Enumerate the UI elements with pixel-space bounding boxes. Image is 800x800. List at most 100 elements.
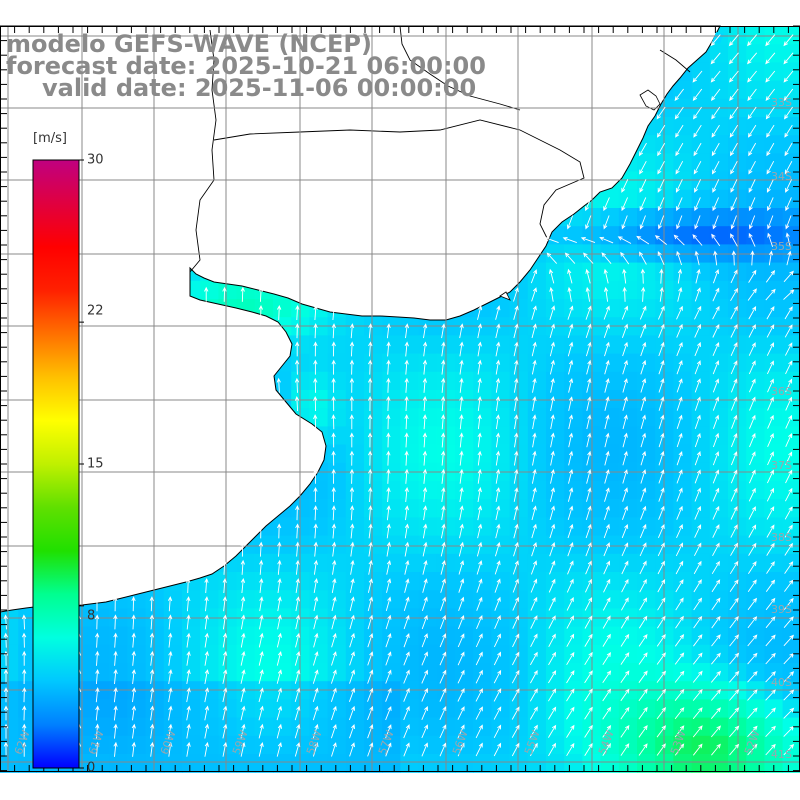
wind-arrow xyxy=(676,396,683,411)
wind-arrow xyxy=(783,70,794,83)
wind-arrow xyxy=(294,650,301,666)
wind-arrow xyxy=(676,487,683,502)
wind-arrow xyxy=(368,359,373,375)
land-mass xyxy=(0,25,724,613)
wind-arrow xyxy=(694,469,701,484)
wind-arrow xyxy=(640,414,647,430)
wind-arrow xyxy=(403,724,410,739)
wind-arrow xyxy=(639,179,647,193)
wind-arrow xyxy=(657,197,665,212)
wind-arrow xyxy=(495,323,501,339)
wind-arrow xyxy=(747,616,758,629)
wind-arrow xyxy=(656,688,667,702)
wind-arrow xyxy=(603,523,610,539)
wind-arrow xyxy=(729,689,740,701)
wind-arrow xyxy=(349,432,354,448)
wind-arrow xyxy=(692,670,703,683)
wind-arrow xyxy=(368,505,373,521)
wind-arrow xyxy=(440,523,446,539)
wind-arrow xyxy=(693,615,703,629)
wind-arrow xyxy=(150,705,155,721)
wind-arrow xyxy=(711,560,720,575)
wind-arrow xyxy=(549,505,556,521)
wind-arrow xyxy=(477,487,482,502)
wind-arrow xyxy=(350,559,355,575)
wind-arrow xyxy=(458,541,464,557)
wind-arrow xyxy=(692,70,703,83)
wind-arrow xyxy=(113,705,118,721)
wind-arrow xyxy=(748,487,756,502)
wind-arrow xyxy=(532,432,537,448)
wind-arrow xyxy=(550,396,555,411)
wind-arrow xyxy=(313,559,319,575)
wind-arrow xyxy=(529,724,538,738)
wind-arrow xyxy=(331,432,336,448)
wind-arrow xyxy=(439,742,447,757)
wind-arrow xyxy=(712,524,720,538)
wind-arrow xyxy=(367,578,373,593)
wind-arrow xyxy=(711,124,720,138)
wind-arrow xyxy=(712,414,720,429)
wind-arrow xyxy=(313,632,319,648)
wind-arrow xyxy=(131,705,137,721)
wind-arrow xyxy=(694,432,701,448)
wind-arrow xyxy=(550,450,555,466)
wind-arrow xyxy=(693,634,703,647)
wind-arrow xyxy=(710,52,721,65)
wind-arrow xyxy=(276,741,282,757)
wind-arrow xyxy=(656,743,666,756)
wind-arrow xyxy=(294,705,301,721)
wind-arrow xyxy=(692,725,703,738)
wind-arrow xyxy=(386,578,392,593)
wind-arrow xyxy=(457,742,465,757)
wind-arrow xyxy=(766,305,775,320)
wind-arrow xyxy=(710,670,721,683)
wind-arrow xyxy=(403,742,410,757)
wind-arrow xyxy=(258,286,264,302)
wind-arrow xyxy=(604,341,610,357)
wind-arrow xyxy=(658,414,665,430)
wind-arrow xyxy=(767,215,774,230)
wind-arrow xyxy=(694,179,702,193)
colorbar xyxy=(32,159,84,769)
wind-arrow xyxy=(439,614,447,630)
wind-arrow xyxy=(457,669,465,684)
wind-arrow xyxy=(149,669,155,684)
wind-arrow xyxy=(459,377,464,393)
wind-arrow xyxy=(386,523,391,539)
wind-arrow xyxy=(657,305,665,320)
wind-arrow xyxy=(295,304,300,321)
wind-arrow xyxy=(694,360,701,375)
wind-arrow xyxy=(621,505,629,520)
wind-arrow xyxy=(514,432,519,448)
wind-arrow xyxy=(404,578,410,593)
wind-arrow xyxy=(276,687,283,703)
wind-arrow xyxy=(3,668,9,684)
wind-arrow xyxy=(3,705,9,721)
wind-arrow xyxy=(731,250,736,266)
wind-arrow xyxy=(604,432,610,448)
wind-arrow xyxy=(331,578,337,593)
wind-arrow xyxy=(567,323,574,339)
wind-arrow xyxy=(95,632,100,648)
wind-arrow xyxy=(513,541,519,557)
wind-arrow xyxy=(768,250,774,266)
wind-arrow xyxy=(694,197,701,212)
wind-arrow xyxy=(748,179,756,193)
wind-arrow xyxy=(658,396,665,411)
wind-arrow xyxy=(258,523,264,539)
wind-arrow xyxy=(729,652,740,665)
wind-arrow xyxy=(548,268,555,284)
wind-arrow xyxy=(168,650,173,666)
wind-arrow xyxy=(294,377,300,393)
wind-arrow xyxy=(404,468,409,484)
wind-arrow xyxy=(657,615,666,629)
wind-arrow xyxy=(730,360,738,375)
wind-arrow xyxy=(694,505,702,520)
wind-arrow xyxy=(276,377,281,393)
wind-arrow xyxy=(657,142,666,157)
wind-arrow xyxy=(603,542,610,557)
wind-arrow xyxy=(441,505,446,521)
wind-arrow xyxy=(604,396,610,411)
wind-arrow xyxy=(765,597,776,611)
